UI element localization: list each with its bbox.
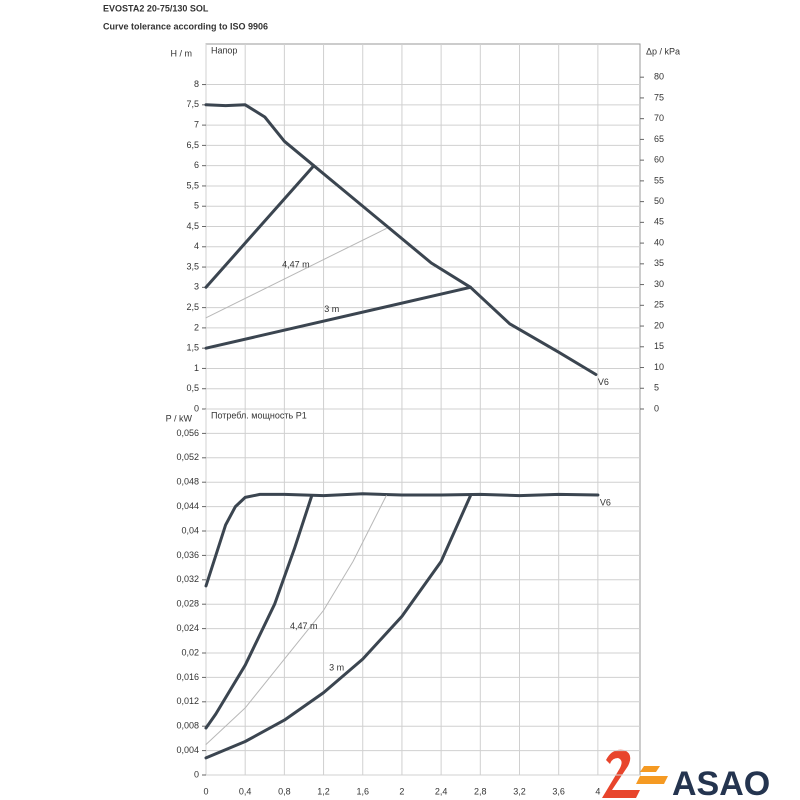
curve (204, 285, 472, 350)
y-tick-label: 8 (194, 79, 199, 89)
y2-tick-label: 5 (654, 383, 659, 393)
curve (204, 492, 600, 588)
logo-text: ASAO (672, 765, 770, 800)
y-tick-label: 0,5 (186, 383, 199, 393)
y-tick-label: 0,036 (176, 550, 199, 560)
curve (204, 103, 598, 376)
curve (204, 164, 316, 289)
logo-mark (602, 749, 640, 798)
y-tick-label: 0,012 (176, 696, 199, 706)
y-tick-label: 0 (194, 403, 199, 413)
y-tick-label: 0,04 (181, 525, 199, 535)
x-tick-label: 2,8 (474, 786, 487, 796)
curve (204, 494, 314, 730)
curve-label: V6 (600, 497, 611, 507)
header-title: EVOSTA2 20-75/130 SOL (103, 3, 209, 13)
x-tick-label: 2 (399, 786, 404, 796)
y-tick-label: 2 (194, 322, 199, 332)
y-axis-label: P / kW (166, 413, 193, 423)
y2-tick-label: 30 (654, 279, 664, 289)
x-tick-label: 0,4 (239, 786, 252, 796)
y-tick-label: 7 (194, 119, 199, 129)
x-tick-label: 1,2 (317, 786, 330, 796)
y-tick-label: 0,052 (176, 452, 199, 462)
x-tick-label: 2,4 (435, 786, 448, 796)
x-tick-label: 4 (595, 786, 600, 796)
x-tick-label: 3,2 (513, 786, 526, 796)
curve-label: 4,47 m (282, 260, 310, 270)
y2-tick-label: 10 (654, 362, 664, 372)
logo: ASAO (602, 749, 770, 800)
y-tick-label: 1,5 (186, 343, 199, 353)
y2-tick-label: 0 (654, 403, 659, 413)
curve (205, 228, 387, 319)
y-tick-label: 0,044 (176, 501, 199, 511)
y2-tick-label: 70 (654, 113, 664, 123)
panel-title: Напор (211, 45, 237, 55)
x-tick-label: 0 (203, 786, 208, 796)
logo-mark-accent (636, 766, 668, 784)
y2-tick-label: 55 (654, 175, 664, 185)
y2-tick-label: 60 (654, 155, 664, 165)
y2-axis-label: Δp / kPa (646, 46, 680, 56)
header-subtitle: Curve tolerance according to ISO 9906 (103, 21, 268, 31)
y-tick-label: 6,5 (186, 140, 199, 150)
y-tick-label: 0,032 (176, 574, 199, 584)
curve-label: 3 m (324, 304, 339, 314)
panel-title: Потребл. мощность P1 (211, 410, 307, 420)
y-tick-label: 2,5 (186, 302, 199, 312)
y-tick-label: 0,024 (176, 623, 199, 633)
y-tick-label: 0,048 (176, 477, 199, 487)
y2-tick-label: 25 (654, 300, 664, 310)
y2-tick-label: 40 (654, 237, 664, 247)
x-tick-label: 3,6 (552, 786, 565, 796)
y-tick-label: 3 (194, 282, 199, 292)
y-tick-label: 7,5 (186, 99, 199, 109)
y2-tick-label: 20 (654, 320, 664, 330)
y-tick-label: 1 (194, 363, 199, 373)
y-tick-label: 5 (194, 201, 199, 211)
y-tick-label: 0,028 (176, 599, 199, 609)
y-tick-label: 6 (194, 160, 199, 170)
curve-label: 3 m (329, 662, 344, 672)
y2-tick-label: 80 (654, 72, 664, 82)
curve (204, 494, 472, 760)
y-tick-label: 0,016 (176, 672, 199, 682)
x-tick-label: 0,8 (278, 786, 291, 796)
y2-tick-label: 75 (654, 92, 664, 102)
y-tick-label: 0 (194, 769, 199, 779)
curve (205, 495, 387, 745)
x-tick-label: 1,6 (356, 786, 369, 796)
y2-tick-label: 35 (654, 258, 664, 268)
y-tick-label: 0,056 (176, 428, 199, 438)
y2-tick-label: 45 (654, 217, 664, 227)
y-tick-label: 3,5 (186, 261, 199, 271)
y-tick-label: 0,02 (181, 647, 199, 657)
y-tick-label: 0,008 (176, 721, 199, 731)
curve-label: V6 (598, 377, 609, 387)
y2-tick-label: 50 (654, 196, 664, 206)
y-tick-label: 4 (194, 241, 199, 251)
curve-label: 4,47 m (290, 621, 318, 631)
y-tick-label: 5,5 (186, 180, 199, 190)
y2-tick-label: 65 (654, 134, 664, 144)
y2-tick-label: 15 (654, 341, 664, 351)
y-tick-label: 0,004 (176, 745, 199, 755)
y-tick-label: 4,5 (186, 221, 199, 231)
y-axis-label: H / m (171, 48, 193, 58)
